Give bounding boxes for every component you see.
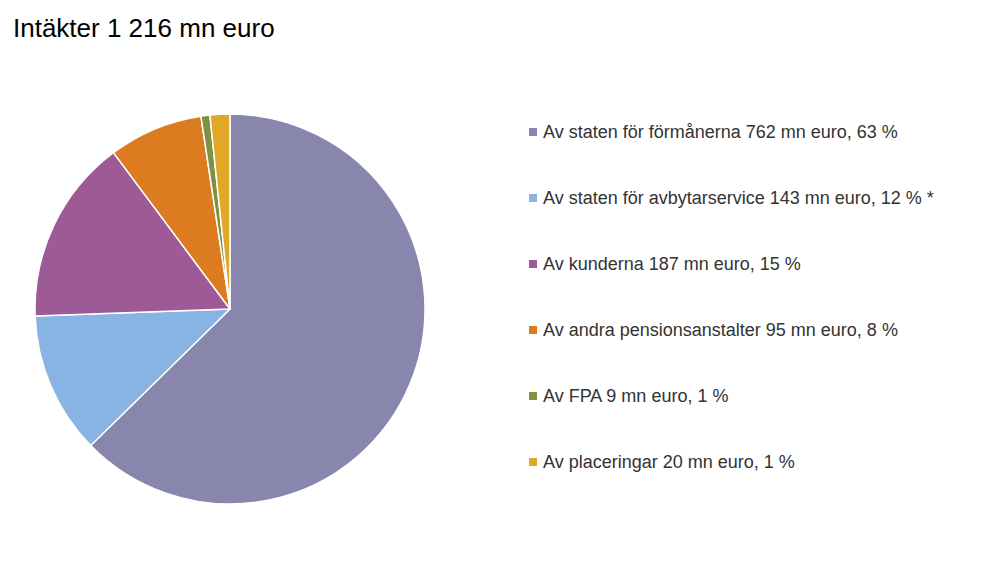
svg-text:Av placeringar 20 mn euro, 1 %: Av placeringar 20 mn euro, 1 % (543, 452, 795, 472)
svg-text:Av staten för avbytarservice 1: Av staten för avbytarservice 143 mn euro… (543, 188, 934, 208)
svg-text:Av andra pensionsanstalter 95: Av andra pensionsanstalter 95 mn euro, 8… (543, 320, 898, 340)
svg-text:Intäkter 1 216 mn euro: Intäkter 1 216 mn euro (13, 13, 275, 43)
svg-text:Av staten för förmånerna 762 m: Av staten för förmånerna 762 mn euro, 63… (543, 122, 898, 142)
svg-text:Av FPA 9 mn euro, 1 %: Av FPA 9 mn euro, 1 % (543, 386, 728, 406)
svg-text:Av kunderna 187 mn euro, 15 %: Av kunderna 187 mn euro, 15 % (543, 254, 801, 274)
